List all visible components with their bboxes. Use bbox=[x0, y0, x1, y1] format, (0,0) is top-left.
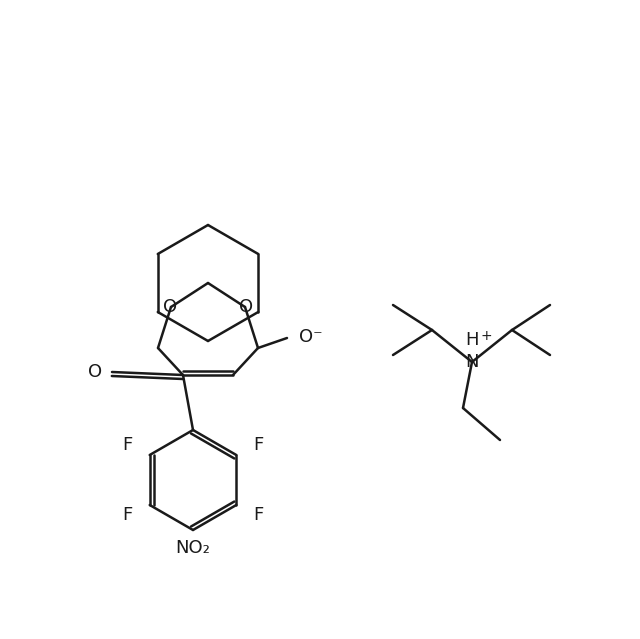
Text: O: O bbox=[239, 298, 253, 316]
Text: F: F bbox=[122, 506, 132, 524]
Text: N: N bbox=[465, 353, 479, 371]
Text: O: O bbox=[88, 363, 102, 381]
Text: NO₂: NO₂ bbox=[175, 539, 211, 557]
Text: H: H bbox=[465, 331, 479, 349]
Text: F: F bbox=[122, 436, 132, 454]
Text: +: + bbox=[480, 329, 492, 343]
Text: F: F bbox=[253, 436, 264, 454]
Text: F: F bbox=[253, 506, 264, 524]
Text: O: O bbox=[163, 298, 177, 316]
Text: O⁻: O⁻ bbox=[299, 328, 323, 346]
